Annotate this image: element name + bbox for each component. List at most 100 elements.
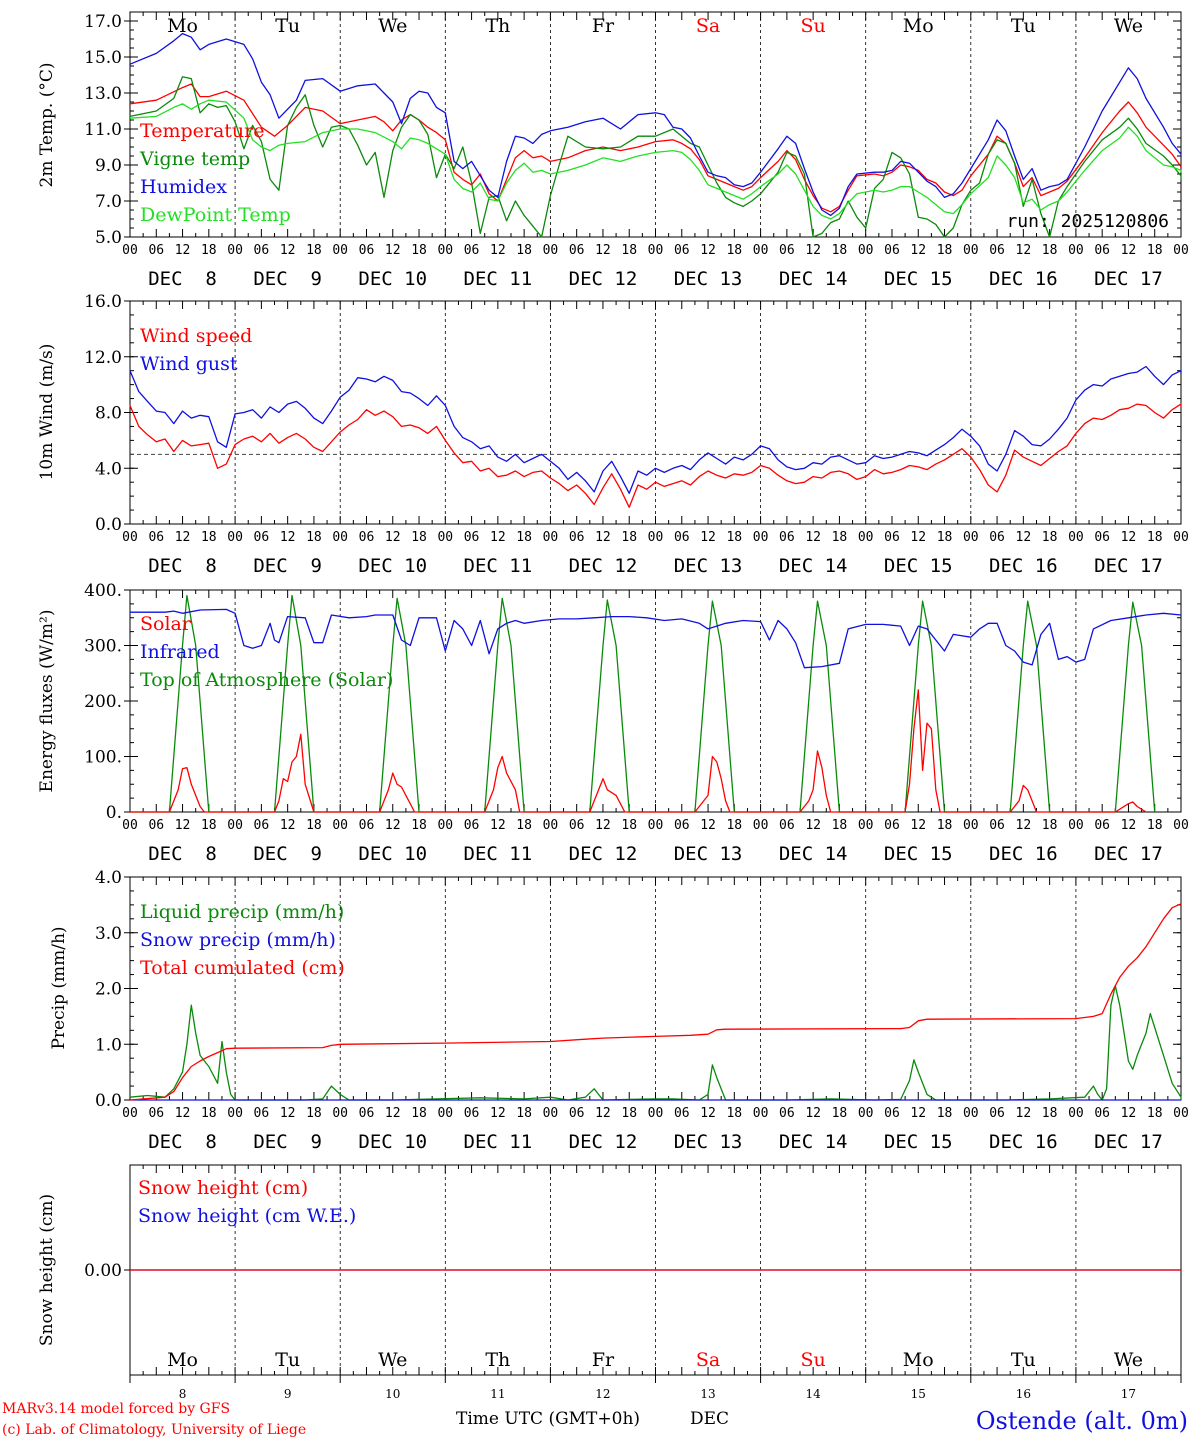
hour-label: 06 (464, 818, 480, 833)
day-name-top: Th (485, 15, 510, 37)
time-axis-month: DEC (690, 1409, 729, 1429)
date-label: DEC 17 (1094, 843, 1163, 865)
day-number: 8 (179, 1387, 187, 1401)
hour-label: 18 (832, 243, 848, 258)
legend-entry: Snow height (cm) (138, 1177, 308, 1199)
day-number: 10 (385, 1387, 400, 1401)
day-name-top: Fr (592, 15, 615, 37)
y-tick-label: 4.0 (95, 459, 122, 479)
panel-4: 0.0 1.0 2.0 3.0 4.0 Precip (mm/h) Liquid preci… (49, 868, 1189, 1153)
hour-label: 12 (700, 530, 716, 545)
y-tick-label: 0.00 (84, 1261, 122, 1281)
hour-label: 00 (543, 818, 559, 833)
hour-label: 18 (726, 530, 742, 545)
model-credit: MARv3.14 model forced by GFS (2, 1401, 230, 1417)
date-label: DEC 10 (358, 843, 427, 865)
date-label: DEC 15 (884, 843, 953, 865)
hour-label: 06 (359, 1106, 375, 1121)
legend-entry: Humidex (140, 176, 227, 198)
hour-label: 06 (359, 530, 375, 545)
hour-label: 18 (1147, 1106, 1163, 1121)
hour-label: 00 (753, 243, 769, 258)
legend-entry: Solar (140, 613, 192, 635)
hour-label: 06 (569, 530, 585, 545)
hour-label: 00 (227, 818, 243, 833)
date-label: DEC 16 (989, 268, 1058, 290)
legend-entry: Wind speed (140, 325, 252, 347)
y-axis-label: Snow height (cm) (37, 1194, 57, 1346)
hour-label: 12 (175, 243, 191, 258)
hour-label: 18 (726, 1106, 742, 1121)
panel-2: 0.0 4.0 8.0 12.0 16.0 10m Wind (m/s) Wind spee… (37, 292, 1189, 577)
hour-label: 12 (1016, 530, 1032, 545)
hour-label: 12 (910, 243, 926, 258)
day-number: 12 (595, 1387, 610, 1401)
day-number: 13 (700, 1387, 715, 1401)
y-tick-label: 1.0 (95, 1035, 122, 1055)
date-label: DEC 17 (1094, 555, 1163, 577)
panel-5: 0.00 Snow height (cm) Snow height (cm) Snow… (37, 1164, 1182, 1401)
day-number: 11 (490, 1387, 505, 1401)
hour-label: 06 (884, 1106, 900, 1121)
hour-label: 06 (464, 530, 480, 545)
legend-entry: Total cumulated (cm) (140, 957, 345, 979)
hour-label: 12 (595, 243, 611, 258)
day-name-bottom: Tu (1011, 1349, 1036, 1371)
hour-label: 00 (227, 1106, 243, 1121)
hour-label: 06 (148, 818, 164, 833)
hour-label: 18 (1042, 243, 1058, 258)
hour-label: 18 (937, 1106, 953, 1121)
date-label: DEC 14 (779, 555, 848, 577)
date-label: DEC 15 (884, 555, 953, 577)
day-name-bottom: Th (485, 1349, 510, 1371)
hour-label: 00 (648, 1106, 664, 1121)
hour-label: 06 (989, 1106, 1005, 1121)
hour-label: 06 (989, 530, 1005, 545)
hour-label: 06 (1094, 1106, 1110, 1121)
hour-label: 06 (884, 243, 900, 258)
footer: MARv3.14 model forced by GFS (c) Lab. of… (2, 1401, 1188, 1438)
hour-label: 18 (1147, 818, 1163, 833)
y-tick-label: 0.0 (95, 515, 122, 535)
hour-label: 06 (989, 243, 1005, 258)
hour-label: 18 (726, 243, 742, 258)
hour-label: 00 (543, 243, 559, 258)
hour-label: 06 (254, 243, 270, 258)
hour-label: 12 (490, 530, 506, 545)
legend-entry: Liquid precip (mm/h) (140, 901, 344, 923)
hour-label: 18 (306, 530, 322, 545)
lab-credit: (c) Lab. of Climatology, University of L… (2, 1422, 306, 1438)
y-axis-label: 10m Wind (m/s) (37, 344, 57, 481)
date-label: DEC 11 (464, 555, 533, 577)
date-label: DEC 12 (569, 843, 638, 865)
day-name-top: We (1114, 15, 1143, 37)
hour-label: 06 (148, 1106, 164, 1121)
hour-label: 18 (516, 818, 532, 833)
hour-label: 00 (122, 530, 138, 545)
plot-frame (129, 300, 1182, 525)
series-total-cumulated-cm (129, 903, 1182, 1101)
hour-label: 00 (753, 818, 769, 833)
hour-label: 06 (1094, 530, 1110, 545)
date-label: DEC 9 (253, 268, 322, 290)
hour-label: 12 (385, 1106, 401, 1121)
date-label: DEC 16 (989, 555, 1058, 577)
hour-label: 06 (569, 243, 585, 258)
hour-label: 12 (1016, 1106, 1032, 1121)
y-tick-label: 200. (84, 692, 122, 712)
hour-label: 00 (753, 530, 769, 545)
day-number: 14 (806, 1387, 822, 1401)
hour-label: 18 (832, 1106, 848, 1121)
hour-label: 00 (648, 530, 664, 545)
hour-label: 06 (884, 530, 900, 545)
hour-label: 12 (805, 818, 821, 833)
hour-label: 12 (595, 530, 611, 545)
hour-label: 06 (1094, 818, 1110, 833)
hour-label: 00 (1068, 243, 1084, 258)
hour-label: 12 (805, 1106, 821, 1121)
hour-label: 06 (569, 818, 585, 833)
hour-label: 06 (464, 1106, 480, 1121)
y-tick-label: 17.0 (84, 12, 122, 32)
hour-label: 06 (779, 818, 795, 833)
day-name-bottom: Tu (275, 1349, 300, 1371)
